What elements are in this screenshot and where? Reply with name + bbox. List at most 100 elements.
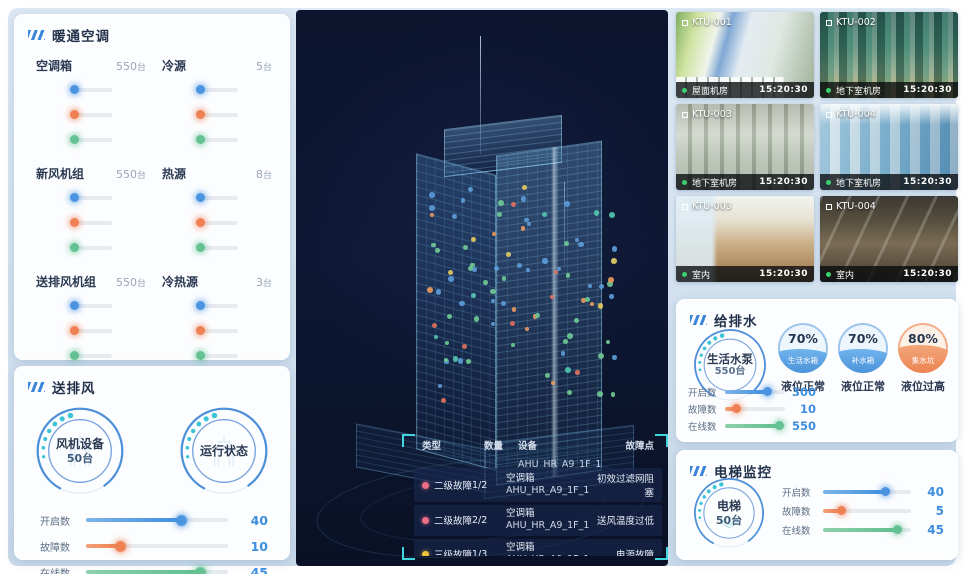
stat-bar <box>196 135 238 144</box>
camera-timestamp: 15:20:30 <box>903 177 952 187</box>
camera-tile[interactable]: KTU-004 室内 15:20:30 <box>820 196 958 282</box>
live-dot-icon <box>682 179 687 185</box>
camera-location: 地下室机房 <box>692 178 738 189</box>
stat-bar <box>70 243 112 252</box>
stat-bar-fill <box>725 387 773 396</box>
stat-value: 40 <box>250 512 268 528</box>
camera-id: KTU-001 <box>692 17 732 28</box>
stat-bar <box>823 525 911 534</box>
stat-label: 开启数 <box>40 516 70 528</box>
fault-level-dot <box>422 550 429 556</box>
camera-icon <box>682 111 688 118</box>
ring-gauge-art <box>36 407 124 495</box>
stat-value: 45 <box>250 564 268 574</box>
group-unit: 台 <box>262 63 272 73</box>
stat-value: 5 <box>935 503 944 518</box>
stat-row <box>162 77 272 102</box>
stat-row <box>162 235 272 260</box>
fault-type: 二级故障 <box>434 516 473 528</box>
stat-row: 故障数 5 <box>782 501 944 520</box>
building-glyph-icon <box>214 434 234 466</box>
fault-point: 初效过滤网阻塞 <box>596 474 654 499</box>
camera-tile[interactable]: KTU-002 地下室机房 15:20:30 <box>820 12 958 98</box>
tank-name: 集水坑 <box>911 356 935 365</box>
panel-elevator: 电梯监控 电梯 50台 开启数 <box>676 450 958 560</box>
stat-row <box>162 318 272 343</box>
group-name: 冷源 <box>162 59 187 73</box>
fault-row[interactable]: 二级故障 2/2 空调箱 AHU_HR_A9_1F_1 送风温度过低 <box>414 505 662 536</box>
stat-row: 开启数 40 <box>782 482 944 501</box>
ring-gauge: 运行状态 <box>178 405 270 497</box>
fault-row-clipped: AHU_HR_A9_1F_1 <box>414 456 662 467</box>
building-wireframe <box>312 36 650 566</box>
stat-bar <box>70 193 112 202</box>
stat-bar-fill <box>823 487 891 496</box>
gauge-line1: 电梯 <box>716 498 741 513</box>
stat-bar <box>196 301 238 310</box>
camera-location: 地下室机房 <box>836 86 882 97</box>
fault-table: 类型 数量 设备 故障点 AHU_HR_A9_1F_1 二级故障 1/2 <box>402 432 668 560</box>
slashes-icon <box>690 466 707 476</box>
stat-bar <box>86 570 228 574</box>
tank-name: 生活水箱 <box>788 356 818 365</box>
stat-row <box>36 318 146 343</box>
ring-gauge-art <box>694 329 766 401</box>
camera-tile[interactable]: KTU-003 室内 15:20:30 <box>676 196 814 282</box>
stat-row <box>162 102 272 127</box>
panel-water-header: 给排水 <box>676 299 958 336</box>
device-status-dots <box>352 36 618 506</box>
fault-row[interactable]: 二级故障 1/2 空调箱 AHU_HR_A9_1F_1 初效过滤网阻塞 <box>414 468 662 502</box>
stat-bar <box>86 544 228 548</box>
fault-row[interactable]: 三级故障 1/3 空调箱 AHU_HR_A9_1F_1 电源故障 <box>414 538 662 556</box>
camera-tile[interactable]: KTU-004 地下室机房 15:20:30 <box>820 104 958 190</box>
panel-elevator-header: 电梯监控 <box>676 450 958 487</box>
stat-bar <box>725 421 785 430</box>
building-glyph-icon <box>70 434 90 466</box>
panel-title: 暖通空调 <box>52 29 110 45</box>
fault-device-model: AHU_HR_A9_1F_1 <box>506 520 590 532</box>
gauge-line1: 生活水泵 <box>707 351 753 366</box>
fault-device-model: AHU_HR_A9_1F_1 <box>506 554 592 556</box>
panel-water: 给排水 生活水泵 550台 <box>676 299 958 442</box>
camera-timestamp: 15:20:30 <box>903 85 952 95</box>
panel-hvac-header: 暖通空调 <box>14 14 290 51</box>
stat-bar <box>70 85 112 94</box>
group-rows <box>36 293 146 368</box>
camera-tile[interactable]: KTU-003 地下室机房 15:20:30 <box>676 104 814 190</box>
group-name: 空调箱 <box>36 59 73 73</box>
group-name: 冷热源 <box>162 275 199 289</box>
slashes-icon <box>28 30 45 40</box>
camera-location: 地下室机房 <box>836 178 882 189</box>
corner-bracket-icon <box>402 434 415 447</box>
camera-icon <box>682 203 688 210</box>
fault-count: 2/2 <box>472 514 488 526</box>
stat-value: 45 <box>927 522 944 537</box>
camera-tile[interactable]: KTU-001 屋面机房 15:20:30 <box>676 12 814 98</box>
camera-id: KTU-004 <box>836 201 876 212</box>
group-count: 550 <box>115 276 137 289</box>
stat-row <box>36 293 146 318</box>
gauge-line1: 风机设备 <box>55 436 104 451</box>
camera-id: KTU-003 <box>692 201 732 212</box>
gauge-line2: 50台 <box>715 513 743 527</box>
group-name: 热源 <box>162 167 187 181</box>
hvac-group: 冷源 5台 <box>162 57 272 152</box>
fault-device-model: AHU_HR_A9_1F_1 <box>518 459 602 467</box>
stat-bar-fill <box>86 570 203 574</box>
stat-bar <box>70 135 112 144</box>
ring-gauge-art <box>180 407 268 495</box>
stat-label: 开启数 <box>688 387 717 399</box>
fault-device: 空调箱 <box>506 472 535 484</box>
stat-row <box>36 102 146 127</box>
elevator-glyph-icon <box>719 518 739 529</box>
camera-timestamp: 15:20:30 <box>759 85 808 95</box>
tank-gauges: 70% 生活水箱 液位正常 70% 补水箱 液位正常 80% 集水坑 液位过高 <box>778 323 948 394</box>
stat-bar-fill <box>725 404 741 413</box>
camera-icon <box>826 19 832 26</box>
group-rows <box>36 77 146 152</box>
building-3d-scene[interactable]: 类型 数量 设备 故障点 AHU_HR_A9_1F_1 二级故障 1/2 <box>296 10 668 566</box>
stat-bar <box>70 110 112 119</box>
tank-status: 液位正常 <box>781 380 825 393</box>
stat-row <box>162 210 272 235</box>
